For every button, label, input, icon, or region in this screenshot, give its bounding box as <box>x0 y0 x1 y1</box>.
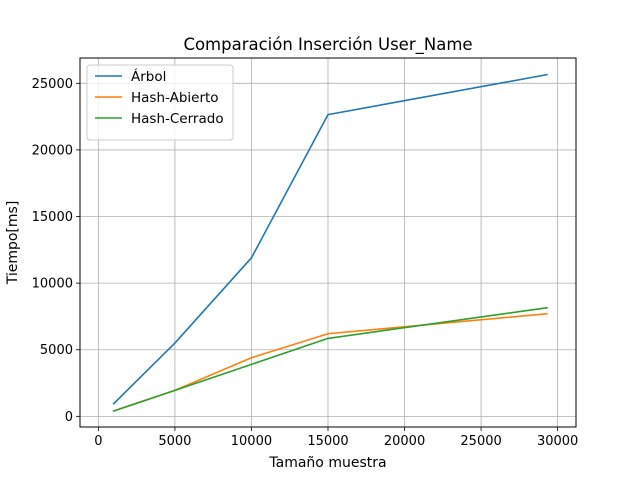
legend-label-2: Hash-Cerrado <box>131 111 224 127</box>
y-tick-label: 25000 <box>32 77 73 92</box>
y-axis-label: Tiempo[ms] <box>5 201 21 286</box>
y-tick-label: 15000 <box>32 210 73 225</box>
x-tick-label: 25000 <box>460 434 501 449</box>
grid <box>80 58 576 427</box>
x-tick-label: 15000 <box>307 434 348 449</box>
y-tick-label: 20000 <box>32 143 73 158</box>
legend-label-0: Árbol <box>131 68 166 85</box>
legend: Árbol Hash-Abierto Hash-Cerrado <box>86 64 234 141</box>
y-tick-label: 0 <box>65 410 73 425</box>
series-line-0 <box>112 73 548 405</box>
chart-title: Comparación Inserción User_Name <box>183 35 472 55</box>
x-tick-label: 5000 <box>158 434 191 449</box>
y-tick-label: 10000 <box>32 277 73 292</box>
y-axis-ticks: 0 5000 10000 15000 20000 25000 <box>32 77 80 425</box>
x-axis-ticks: 0 5000 10000 15000 20000 25000 30000 <box>94 427 578 449</box>
legend-label-1: Hash-Abierto <box>131 90 219 106</box>
x-tick-label: 0 <box>94 434 102 449</box>
series-line-2 <box>112 306 548 413</box>
y-tick-label: 5000 <box>40 343 73 358</box>
series-lines <box>112 73 548 413</box>
x-tick-label: 30000 <box>537 434 578 449</box>
x-tick-label: 20000 <box>384 434 425 449</box>
x-tick-label: 10000 <box>231 434 272 449</box>
legend-box <box>86 64 234 141</box>
x-axis-label: Tamaño muestra <box>268 455 386 471</box>
